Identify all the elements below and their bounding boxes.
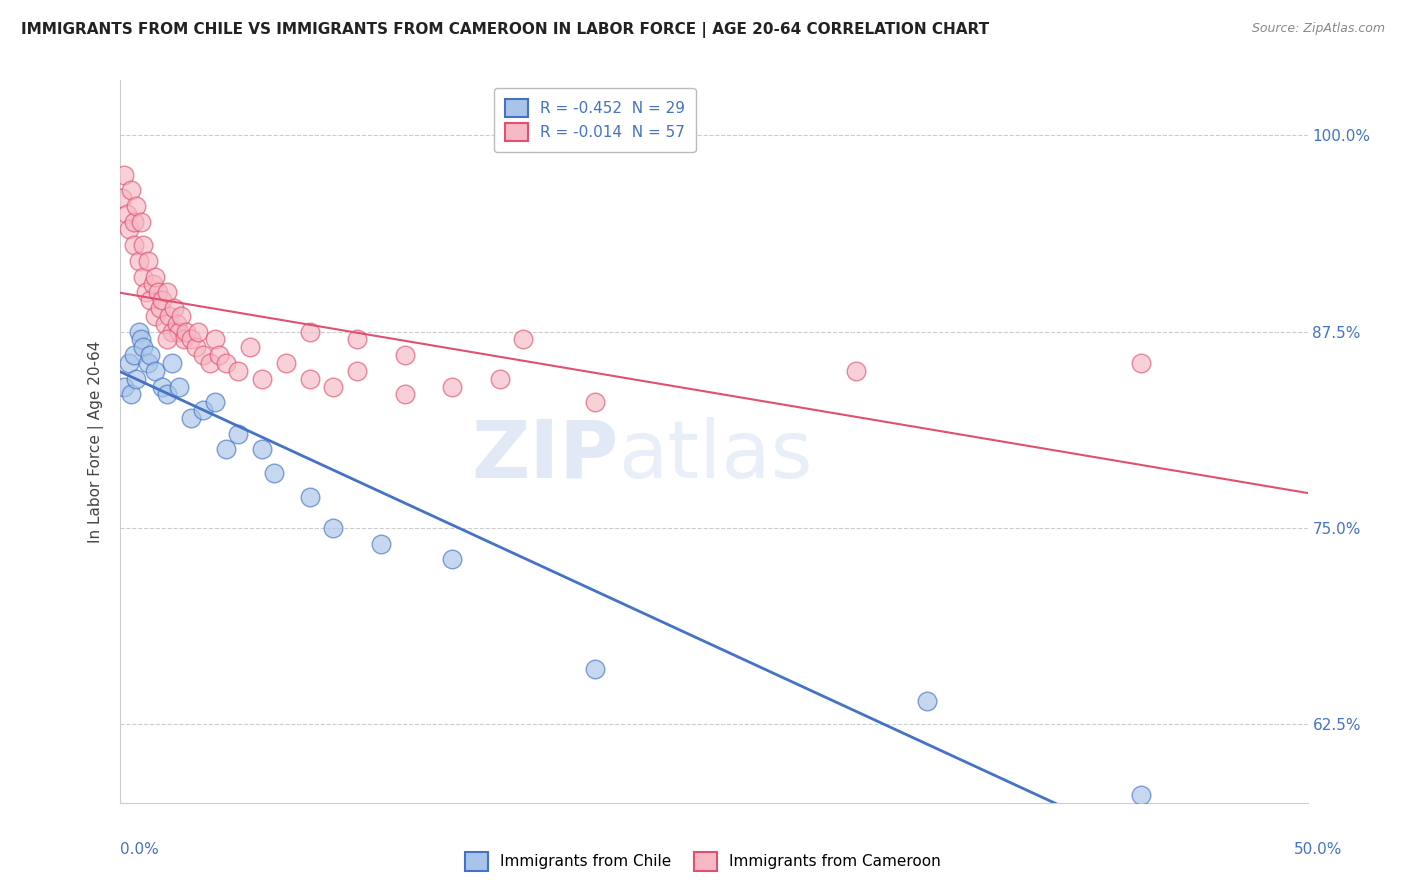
Point bbox=[298, 325, 321, 339]
Point bbox=[150, 293, 173, 308]
Point bbox=[298, 490, 321, 504]
Point bbox=[149, 301, 172, 315]
Point bbox=[112, 168, 135, 182]
Point bbox=[120, 387, 142, 401]
Point bbox=[180, 411, 202, 425]
Point bbox=[112, 379, 135, 393]
Point bbox=[146, 285, 169, 300]
Point bbox=[180, 333, 202, 347]
Point bbox=[120, 183, 142, 197]
Point bbox=[156, 285, 179, 300]
Point bbox=[441, 552, 464, 566]
Point bbox=[136, 356, 159, 370]
Point bbox=[239, 340, 262, 354]
Point bbox=[143, 269, 166, 284]
Point bbox=[204, 395, 226, 409]
Point bbox=[115, 207, 138, 221]
Point bbox=[394, 387, 416, 401]
Point bbox=[143, 309, 166, 323]
Point bbox=[845, 364, 868, 378]
Point bbox=[122, 348, 145, 362]
Text: ZIP: ZIP bbox=[471, 417, 619, 495]
Point bbox=[173, 333, 195, 347]
Point bbox=[122, 214, 145, 228]
Point bbox=[346, 364, 368, 378]
Point bbox=[135, 285, 157, 300]
Point bbox=[128, 253, 150, 268]
Point bbox=[167, 325, 190, 339]
Text: 50.0%: 50.0% bbox=[1295, 842, 1343, 856]
Text: IMMIGRANTS FROM CHILE VS IMMIGRANTS FROM CAMEROON IN LABOR FORCE | AGE 20-64 COR: IMMIGRANTS FROM CHILE VS IMMIGRANTS FROM… bbox=[21, 22, 990, 38]
Point bbox=[160, 325, 183, 339]
Point bbox=[153, 317, 176, 331]
Point bbox=[111, 191, 134, 205]
Point bbox=[1130, 788, 1153, 802]
Point bbox=[274, 356, 297, 370]
Point bbox=[125, 199, 148, 213]
Point bbox=[150, 379, 173, 393]
Point bbox=[228, 364, 250, 378]
Point bbox=[160, 356, 183, 370]
Point bbox=[132, 340, 155, 354]
Point bbox=[917, 694, 939, 708]
Point bbox=[215, 356, 238, 370]
Point bbox=[139, 293, 162, 308]
Point bbox=[170, 309, 193, 323]
Point bbox=[139, 348, 162, 362]
Point bbox=[250, 442, 273, 457]
Point bbox=[583, 662, 606, 676]
Point bbox=[370, 536, 392, 550]
Point bbox=[143, 364, 166, 378]
Point bbox=[191, 403, 214, 417]
Point bbox=[142, 277, 165, 292]
Point bbox=[512, 333, 534, 347]
Point bbox=[132, 238, 155, 252]
Point bbox=[187, 325, 209, 339]
Point bbox=[441, 379, 464, 393]
Y-axis label: In Labor Force | Age 20-64: In Labor Force | Age 20-64 bbox=[87, 341, 104, 542]
Point bbox=[167, 379, 190, 393]
Point bbox=[250, 372, 273, 386]
Point bbox=[125, 372, 148, 386]
Point bbox=[208, 348, 231, 362]
Point bbox=[156, 387, 179, 401]
Point bbox=[228, 426, 250, 441]
Legend: R = -0.452  N = 29, R = -0.014  N = 57: R = -0.452 N = 29, R = -0.014 N = 57 bbox=[494, 88, 696, 152]
Point bbox=[174, 325, 197, 339]
Point bbox=[263, 466, 285, 480]
Point bbox=[129, 333, 152, 347]
Point bbox=[346, 333, 368, 347]
Point bbox=[166, 317, 188, 331]
Point bbox=[122, 238, 145, 252]
Point bbox=[204, 333, 226, 347]
Point bbox=[157, 309, 180, 323]
Point bbox=[1130, 356, 1153, 370]
Point bbox=[118, 356, 141, 370]
Point bbox=[394, 348, 416, 362]
Point bbox=[163, 301, 186, 315]
Text: Source: ZipAtlas.com: Source: ZipAtlas.com bbox=[1251, 22, 1385, 36]
Point bbox=[488, 372, 510, 386]
Point bbox=[322, 521, 344, 535]
Point bbox=[136, 253, 159, 268]
Text: atlas: atlas bbox=[619, 417, 813, 495]
Point bbox=[198, 356, 221, 370]
Point bbox=[118, 222, 141, 236]
Point bbox=[191, 348, 214, 362]
Point bbox=[298, 372, 321, 386]
Point bbox=[129, 214, 152, 228]
Point bbox=[322, 379, 344, 393]
Point bbox=[156, 333, 179, 347]
Point bbox=[132, 269, 155, 284]
Point bbox=[184, 340, 207, 354]
Point bbox=[128, 325, 150, 339]
Legend: Immigrants from Chile, Immigrants from Cameroon: Immigrants from Chile, Immigrants from C… bbox=[456, 843, 950, 880]
Point bbox=[215, 442, 238, 457]
Text: 0.0%: 0.0% bbox=[120, 842, 159, 856]
Point bbox=[583, 395, 606, 409]
